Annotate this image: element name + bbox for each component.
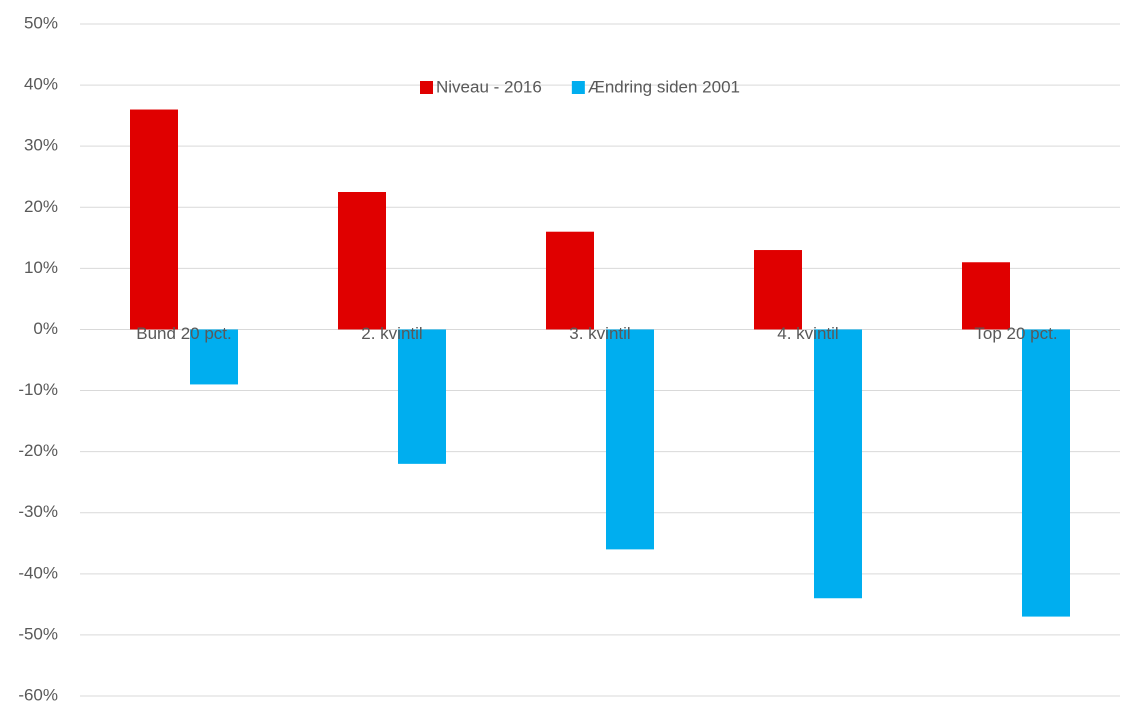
- x-tick-label: Top 20 pct.: [974, 324, 1057, 343]
- y-tick-label: 30%: [24, 136, 58, 155]
- legend-label: Niveau - 2016: [436, 77, 542, 96]
- legend-label: Ændring siden 2001: [588, 77, 740, 96]
- bar: [338, 192, 386, 330]
- y-tick-label: -40%: [18, 563, 58, 582]
- y-tick-label: 20%: [24, 197, 58, 216]
- y-tick-label: -60%: [18, 685, 58, 704]
- x-tick-label: Bund 20 pct.: [136, 324, 231, 343]
- bar: [814, 329, 862, 599]
- x-tick-label: 4. kvintil: [777, 324, 838, 343]
- bar: [962, 262, 1010, 330]
- bar: [546, 231, 594, 330]
- legend-swatch: [571, 81, 585, 94]
- bar: [1022, 329, 1070, 617]
- y-tick-label: -10%: [18, 380, 58, 399]
- bar: [130, 109, 178, 330]
- y-tick-label: 40%: [24, 75, 58, 94]
- y-tick-label: 10%: [24, 258, 58, 277]
- y-tick-label: -50%: [18, 624, 58, 643]
- y-tick-label: -30%: [18, 502, 58, 521]
- y-tick-label: 50%: [24, 13, 58, 32]
- x-tick-label: 3. kvintil: [569, 324, 630, 343]
- legend-swatch: [420, 81, 433, 94]
- y-tick-label: 0%: [33, 319, 58, 338]
- bar: [606, 329, 654, 550]
- bar: [190, 329, 238, 385]
- bar: [398, 329, 446, 464]
- y-tick-label: -20%: [18, 441, 58, 460]
- bar: [754, 250, 802, 330]
- x-tick-label: 2. kvintil: [361, 324, 422, 343]
